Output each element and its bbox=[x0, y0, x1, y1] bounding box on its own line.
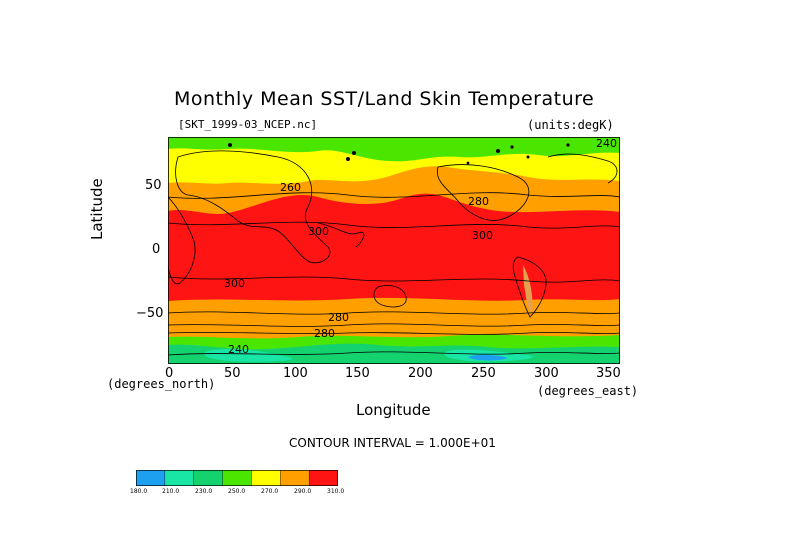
x-axis-label: Longitude bbox=[356, 401, 431, 419]
contour-label: 260 bbox=[280, 181, 301, 194]
colorbar-swatch bbox=[136, 470, 166, 486]
contour-label: 280 bbox=[328, 311, 349, 324]
band-deep-ice bbox=[468, 354, 508, 361]
contour-label: 240 bbox=[596, 137, 617, 150]
x-tick-200: 200 bbox=[408, 366, 433, 381]
x-tick-100: 100 bbox=[283, 366, 308, 381]
x-unit-label: (degrees_east) bbox=[537, 384, 639, 398]
colorbar-swatch bbox=[164, 470, 195, 486]
x-tick-150: 150 bbox=[345, 366, 370, 381]
y-axis-label: Latitude bbox=[88, 178, 106, 240]
band-south-ice bbox=[204, 348, 293, 362]
andes-land bbox=[523, 265, 533, 313]
colorbar-swatch bbox=[193, 470, 224, 486]
contour-label: 280 bbox=[468, 195, 489, 208]
colorbar-swatch bbox=[222, 470, 253, 486]
y-tick-50: 50 bbox=[145, 178, 162, 193]
contour-label: 240 bbox=[228, 343, 249, 356]
x-tick-350: 350 bbox=[596, 366, 621, 381]
x-tick-250: 250 bbox=[471, 366, 496, 381]
x-tick-300: 300 bbox=[534, 366, 559, 381]
colorbar-label: 290.0 bbox=[294, 488, 312, 495]
colorbar-label: 180.0 bbox=[130, 488, 148, 495]
band-north-cold bbox=[168, 137, 620, 162]
contour-label: 280 bbox=[314, 327, 335, 340]
dataset-label: [SKT_1999-03_NCEP.nc] bbox=[178, 118, 318, 131]
y-unit-label: (degrees_north) bbox=[107, 377, 216, 391]
colorbar-label: 230.0 bbox=[195, 488, 213, 495]
contour-label: 300 bbox=[472, 229, 493, 242]
colorbar-swatch bbox=[251, 470, 281, 486]
colorbar-label: 250.0 bbox=[228, 488, 246, 495]
y-tick-0: 0 bbox=[152, 242, 161, 257]
colorbar-swatch bbox=[308, 470, 338, 486]
colorbar-label: 310.0 bbox=[327, 488, 345, 495]
x-tick-0: 0 bbox=[165, 366, 174, 381]
contour-label: 300 bbox=[224, 277, 245, 290]
colorbar-swatch bbox=[280, 470, 310, 486]
map-title: Monthly Mean SST/Land Skin Temperature bbox=[174, 88, 595, 110]
temperature-map: 240 260 280 300 300 300 280 280 240 bbox=[168, 137, 620, 364]
colorbar-label: 210.0 bbox=[162, 488, 180, 495]
contour-interval: CONTOUR INTERVAL = 1.000E+01 bbox=[289, 436, 496, 450]
y-tick-minus-50: −50 bbox=[136, 306, 164, 321]
colorbar-label: 270.0 bbox=[261, 488, 279, 495]
x-tick-50: 50 bbox=[224, 366, 241, 381]
units-label: (units:degK) bbox=[527, 118, 614, 132]
colorbar bbox=[136, 470, 338, 486]
contour-label: 300 bbox=[308, 225, 329, 238]
